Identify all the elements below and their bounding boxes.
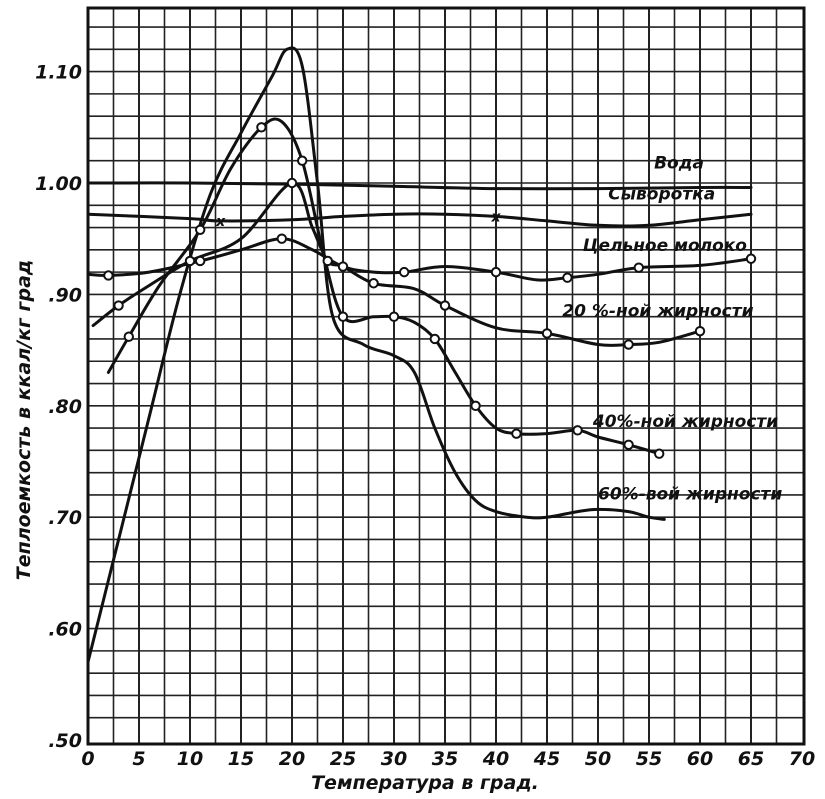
data-point-cream-20 <box>184 255 196 267</box>
data-point-cream-40 <box>470 400 481 411</box>
data-point-whole-milk <box>276 233 287 244</box>
y-tick-label: .50 <box>48 730 82 752</box>
plot-frame <box>86 6 806 746</box>
data-point-cream-40 <box>123 331 135 342</box>
data-point-cream-40 <box>511 428 522 439</box>
data-point-cream-40 <box>572 425 583 436</box>
series-label-whole-milk: Цельное молоко <box>583 236 748 256</box>
y-tick-label: .90 <box>48 284 82 306</box>
series-line-water <box>86 181 753 191</box>
series-labels: Вода Сыворотка Цельное молоко 20 %-ной жирн… <box>562 154 782 505</box>
data-point-cream-20 <box>439 300 451 311</box>
data-point-cream-20 <box>113 300 124 311</box>
data-point-cream-40 <box>256 122 267 133</box>
data-point-cream-40 <box>654 448 665 459</box>
y-tick-label: .70 <box>48 507 82 529</box>
series-label-water: Вода <box>654 154 704 174</box>
data-point-whey: x <box>490 209 501 225</box>
y-tick-label: .60 <box>48 619 82 641</box>
x-tick-label: 10 <box>177 748 203 770</box>
data-point-cream-40 <box>337 311 349 322</box>
data-point-cream-40 <box>195 224 206 235</box>
x-tick-label: 65 <box>738 748 764 770</box>
x-tick-label: 45 <box>533 748 560 770</box>
data-point-whole-milk <box>745 253 757 264</box>
data-point-cream-40 <box>297 155 308 166</box>
series-label-cream-20: 20 %-ной жирности <box>562 302 753 322</box>
series-line-cream-60 <box>86 46 666 664</box>
data-point-whey: x <box>215 214 226 230</box>
data-point-cream-20 <box>322 255 333 267</box>
x-tick-label: 35 <box>432 748 458 770</box>
series-line-whey <box>86 212 753 228</box>
x-tick-label: 5 <box>132 748 145 770</box>
x-tick-label: 60 <box>687 748 713 770</box>
x-axis-title: Температура в град. <box>311 772 539 794</box>
data-point-whole-milk <box>195 255 206 267</box>
tick-labels: 0 5 10 15 20 25 30 35 40 45 50 55 60 65 70 .50 .60 .70 .80… <box>35 62 815 770</box>
x-tick-label: 25 <box>330 748 356 770</box>
data-point-cream-20 <box>541 328 553 339</box>
data-point-whole-milk <box>337 261 349 272</box>
data-point-whole-milk <box>490 266 502 278</box>
data-point-cream-20 <box>286 177 298 189</box>
data-point-cream-20 <box>623 339 634 350</box>
y-axis-title: Теплоемкость в ккал/кг град <box>13 260 35 580</box>
y-tick-label: 1.00 <box>35 173 82 195</box>
x-tick-label: 20 <box>279 748 305 770</box>
x-tick-label: 50 <box>585 748 611 770</box>
y-tick-label: 1.10 <box>35 62 82 84</box>
x-tick-label: 15 <box>228 748 254 770</box>
x-tick-label: 70 <box>789 748 815 770</box>
data-point-whole-milk <box>562 272 573 283</box>
data-point-whole-milk <box>633 262 644 273</box>
y-tick-label: .80 <box>48 396 82 418</box>
x-tick-label: 40 <box>482 748 509 770</box>
data-point-cream-20 <box>694 325 706 337</box>
x-tick-label: 55 <box>636 748 662 770</box>
data-point-whole-milk <box>103 270 114 281</box>
data-point-whole-milk <box>399 266 410 278</box>
data-point-cream-40 <box>429 333 440 345</box>
series-label-cream-60: 60%-вой жирности <box>598 484 782 504</box>
x-tick-label: 0 <box>81 748 94 770</box>
x-tick-label: 30 <box>381 748 407 770</box>
data-point-cream-40 <box>388 311 400 322</box>
series-label-cream-40: 40%-ной жирности <box>592 412 778 432</box>
series-label-whey: Сыворотка <box>608 185 715 205</box>
data-point-cream-40 <box>623 439 634 450</box>
data-point-cream-20 <box>368 278 379 289</box>
